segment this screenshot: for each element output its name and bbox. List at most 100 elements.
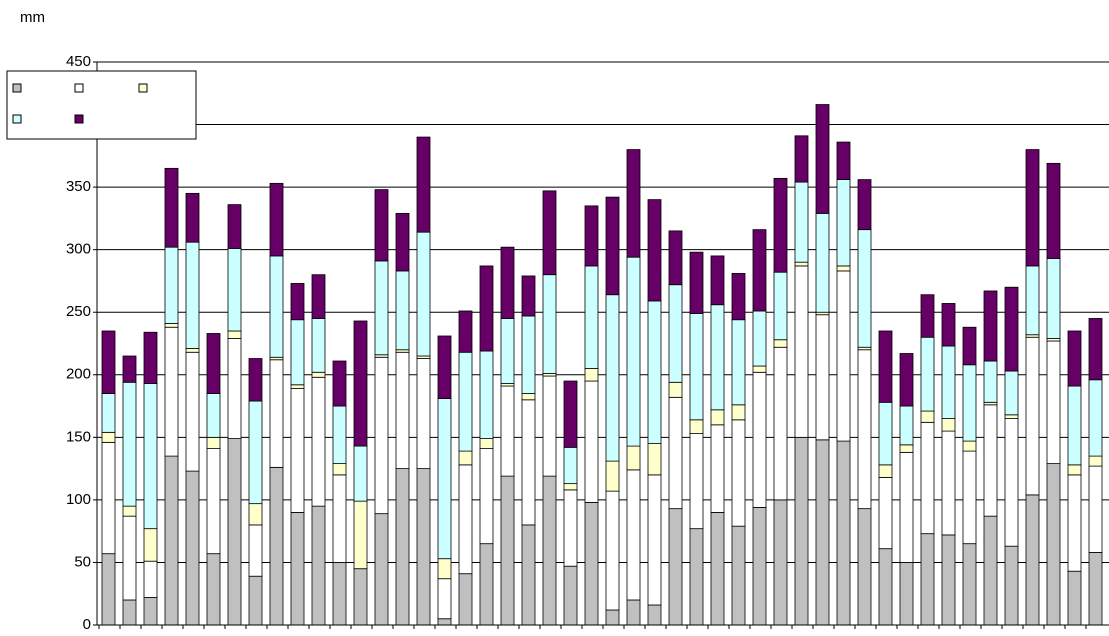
bar-segment xyxy=(122,355,137,383)
bar-segment xyxy=(101,441,116,555)
bar-segment xyxy=(857,229,872,348)
bar-segment xyxy=(542,274,557,374)
bar-segment xyxy=(227,438,242,626)
bar-segment xyxy=(1088,318,1103,381)
bar-segment xyxy=(689,419,704,434)
bar-segment xyxy=(563,489,578,567)
bar-segment xyxy=(143,528,158,562)
y-tick-label: 250 xyxy=(66,303,91,320)
bar-segment xyxy=(395,212,410,272)
bar-segment xyxy=(584,501,599,626)
bar-segment xyxy=(395,351,410,470)
bar-segment xyxy=(731,404,746,421)
bar-segment xyxy=(206,448,221,555)
bar-segment xyxy=(647,604,662,626)
y-tick-label: 450 xyxy=(66,53,91,70)
bar-segment xyxy=(563,565,578,626)
bar-segment xyxy=(647,474,662,606)
bar-segment xyxy=(857,508,872,626)
bar-segment xyxy=(1004,370,1019,416)
bar-segment xyxy=(332,405,347,465)
bar-segment xyxy=(416,136,431,233)
bar-segment xyxy=(752,506,767,626)
bar-segment xyxy=(752,371,767,508)
bar-segment xyxy=(710,304,725,411)
bar-segment xyxy=(458,310,473,353)
bar-segment xyxy=(185,241,200,349)
bar-segment xyxy=(941,430,956,536)
bar-segment xyxy=(164,326,179,457)
bar-segment xyxy=(920,294,935,338)
y-tick-label: 350 xyxy=(66,178,91,195)
bar-segment xyxy=(878,464,893,478)
bar-segment xyxy=(752,310,767,367)
bar-segment xyxy=(857,349,872,510)
bar-segment xyxy=(101,330,116,394)
bar-segment xyxy=(710,424,725,513)
bar-segment xyxy=(1004,545,1019,626)
bar-segment xyxy=(962,543,977,626)
bar-segment xyxy=(773,339,788,348)
bar-segment xyxy=(164,323,179,328)
bar-segment xyxy=(437,578,452,620)
bar-segment xyxy=(647,199,662,302)
bar-segment xyxy=(353,320,368,447)
bar-segment xyxy=(605,460,620,492)
bar-segment xyxy=(563,380,578,448)
bar-segment xyxy=(164,455,179,626)
bar-segment xyxy=(773,346,788,501)
bar-segment xyxy=(689,528,704,626)
bar-segment xyxy=(1025,265,1040,336)
y-tick-label: 100 xyxy=(66,491,91,508)
bar-segment xyxy=(668,508,683,626)
bar-segment xyxy=(815,212,830,313)
bar-segment xyxy=(500,246,515,319)
bar-segment xyxy=(752,229,767,312)
bar-segment xyxy=(227,330,242,339)
y-tick-label: 150 xyxy=(66,428,91,445)
bar-segment xyxy=(437,398,452,560)
bar-segment xyxy=(605,490,620,611)
bar-segment xyxy=(605,196,620,296)
bar-segment xyxy=(962,440,977,452)
bar-segment xyxy=(374,356,389,515)
bar-segment xyxy=(521,275,536,317)
bar-segment xyxy=(290,283,305,321)
bar-segment xyxy=(458,573,473,626)
bar-segment xyxy=(332,474,347,563)
bar-segment xyxy=(668,381,683,398)
bar-segment xyxy=(542,190,557,276)
bar-segment xyxy=(248,503,263,526)
bar-segment xyxy=(794,181,809,263)
bar-segment xyxy=(416,358,431,470)
bar-segment xyxy=(983,404,998,517)
bar-segment xyxy=(353,568,368,626)
bar-segment xyxy=(143,383,158,530)
bar-segment xyxy=(479,350,494,439)
bar-segment xyxy=(1088,465,1103,553)
bar-segment xyxy=(521,393,536,401)
bar-segment xyxy=(731,419,746,527)
bar-segment xyxy=(794,265,809,438)
bar-segment xyxy=(521,524,536,626)
bar-segment xyxy=(1088,552,1103,626)
bar-segment xyxy=(290,384,305,389)
bar-segment xyxy=(185,348,200,353)
bar-segment xyxy=(143,560,158,598)
bar-segment xyxy=(416,468,431,626)
bar-segment xyxy=(752,365,767,373)
bar-segment xyxy=(878,330,893,403)
bar-segment xyxy=(500,385,515,477)
bar-segment xyxy=(983,290,998,362)
bar-segment xyxy=(626,469,641,601)
legend-swatch xyxy=(12,83,22,93)
bar-segment xyxy=(983,515,998,626)
bar-segment xyxy=(668,284,683,383)
bar-segment xyxy=(710,512,725,626)
bar-segment xyxy=(458,464,473,575)
y-axis-unit: mm xyxy=(20,9,45,26)
bar-segment xyxy=(815,314,830,441)
bar-segment xyxy=(710,409,725,426)
bar-segment xyxy=(794,135,809,183)
bar-segment xyxy=(605,294,620,462)
